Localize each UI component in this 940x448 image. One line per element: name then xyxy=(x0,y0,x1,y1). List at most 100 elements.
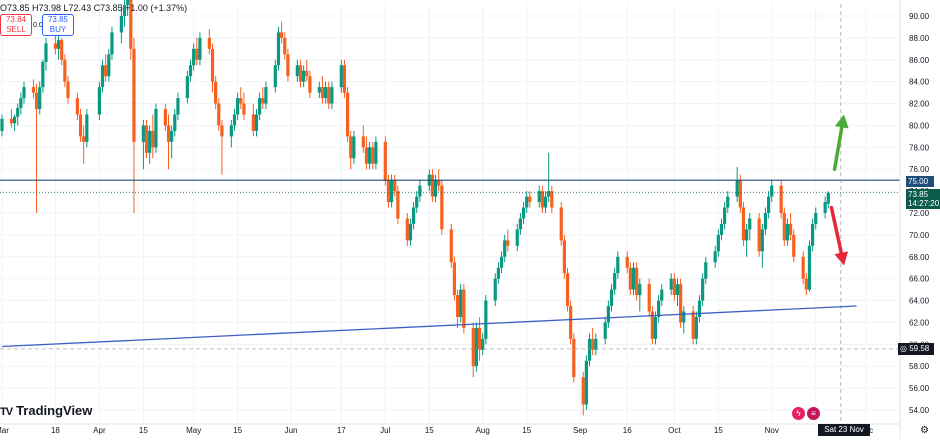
candle xyxy=(364,136,369,170)
candle-body xyxy=(324,87,328,99)
candle xyxy=(119,5,123,44)
candle-body xyxy=(785,223,790,241)
time-tick-label: 15 xyxy=(425,426,434,435)
candle-body xyxy=(499,256,504,268)
candle xyxy=(503,234,507,263)
candle xyxy=(763,207,768,235)
candle-body xyxy=(767,196,771,213)
candle-body xyxy=(405,218,409,241)
time-tick-label: Oct xyxy=(668,426,681,435)
candle-body xyxy=(63,59,67,82)
candle-body xyxy=(565,273,570,307)
candle xyxy=(628,262,632,296)
candle xyxy=(741,202,746,246)
candle xyxy=(317,81,321,99)
candle xyxy=(415,191,419,213)
candle xyxy=(804,273,808,296)
candle xyxy=(280,21,284,44)
brand-name: TradingView xyxy=(16,403,93,418)
candle-body xyxy=(481,338,485,350)
candle xyxy=(148,125,152,164)
lightning-icon[interactable]: ϟ xyxy=(792,407,805,420)
candle xyxy=(540,185,544,213)
resistance-price-tag: 75.00 xyxy=(906,176,934,187)
candle xyxy=(110,26,114,60)
time-tick-label: May xyxy=(186,426,201,435)
candle xyxy=(9,109,14,128)
candle xyxy=(330,81,334,110)
candle xyxy=(129,0,133,60)
sell-button[interactable]: 73.84 SELL xyxy=(0,14,32,36)
candle-body xyxy=(41,61,45,88)
candle-body xyxy=(792,234,796,257)
candle-body xyxy=(198,37,202,60)
candle-body xyxy=(543,196,548,208)
candle xyxy=(286,48,290,82)
time-tick-label: Mar xyxy=(0,426,9,435)
buy-button[interactable]: 73.85 BUY xyxy=(42,14,74,36)
crosshair-target-icon: ◎ xyxy=(900,344,910,353)
candle xyxy=(459,284,463,323)
settings-gear-icon[interactable]: ⚙ xyxy=(920,425,929,436)
candle-body xyxy=(393,180,397,192)
candle xyxy=(236,92,240,120)
candle xyxy=(701,273,705,307)
candle-body xyxy=(0,118,4,131)
price-tick-label: 66.00 xyxy=(909,275,930,284)
candle-body xyxy=(415,196,419,208)
candle xyxy=(371,141,375,170)
sell-price: 73.84 xyxy=(5,15,27,24)
candle-body xyxy=(503,240,507,257)
candle xyxy=(210,43,215,93)
candle-body xyxy=(261,98,265,104)
time-tick-label: Sep xyxy=(573,426,588,435)
time-tick-label: 15 xyxy=(233,426,242,435)
candle xyxy=(625,251,629,274)
candle xyxy=(308,70,312,99)
candle xyxy=(53,32,58,55)
candle xyxy=(283,32,287,60)
candle xyxy=(455,289,460,328)
price-chart[interactable]: 54.0056.0058.0060.0062.0064.0066.0068.00… xyxy=(0,0,940,439)
candle xyxy=(810,218,815,252)
candle xyxy=(324,81,328,104)
candle xyxy=(449,223,453,268)
candle-body xyxy=(408,223,413,241)
candle xyxy=(515,223,519,252)
candle xyxy=(132,37,136,213)
price-tick-label: 62.00 xyxy=(909,318,930,327)
candle-body xyxy=(572,338,576,378)
bullish-arrow xyxy=(832,114,849,171)
us-flag-icon[interactable]: ≡ xyxy=(807,407,820,420)
candle-body xyxy=(173,114,177,131)
candle xyxy=(823,196,827,219)
price-tick-label: 56.00 xyxy=(909,384,930,393)
candle xyxy=(198,32,202,66)
candle-body xyxy=(239,98,243,104)
candle xyxy=(650,306,654,345)
price-tick-label: 90.00 xyxy=(909,12,930,21)
candle xyxy=(349,130,353,170)
candle xyxy=(757,213,761,257)
candle xyxy=(60,37,64,66)
candle xyxy=(320,76,325,104)
candle-body xyxy=(295,65,299,77)
candle xyxy=(207,29,211,55)
candle-body xyxy=(34,92,39,110)
candle xyxy=(785,218,790,246)
candle xyxy=(572,333,576,383)
price-tick-label: 54.00 xyxy=(909,406,930,415)
candle-body xyxy=(308,76,312,93)
candle xyxy=(565,267,570,312)
candle xyxy=(163,103,167,131)
candle-body xyxy=(735,180,739,197)
time-tick-label: 17 xyxy=(337,426,346,435)
candle-body xyxy=(236,98,240,115)
candle-body xyxy=(302,70,306,82)
candle-body xyxy=(606,306,610,323)
candle-body xyxy=(122,5,127,16)
candle xyxy=(176,92,180,120)
candle xyxy=(19,92,23,115)
candle xyxy=(229,119,233,148)
candle-body xyxy=(176,98,180,115)
